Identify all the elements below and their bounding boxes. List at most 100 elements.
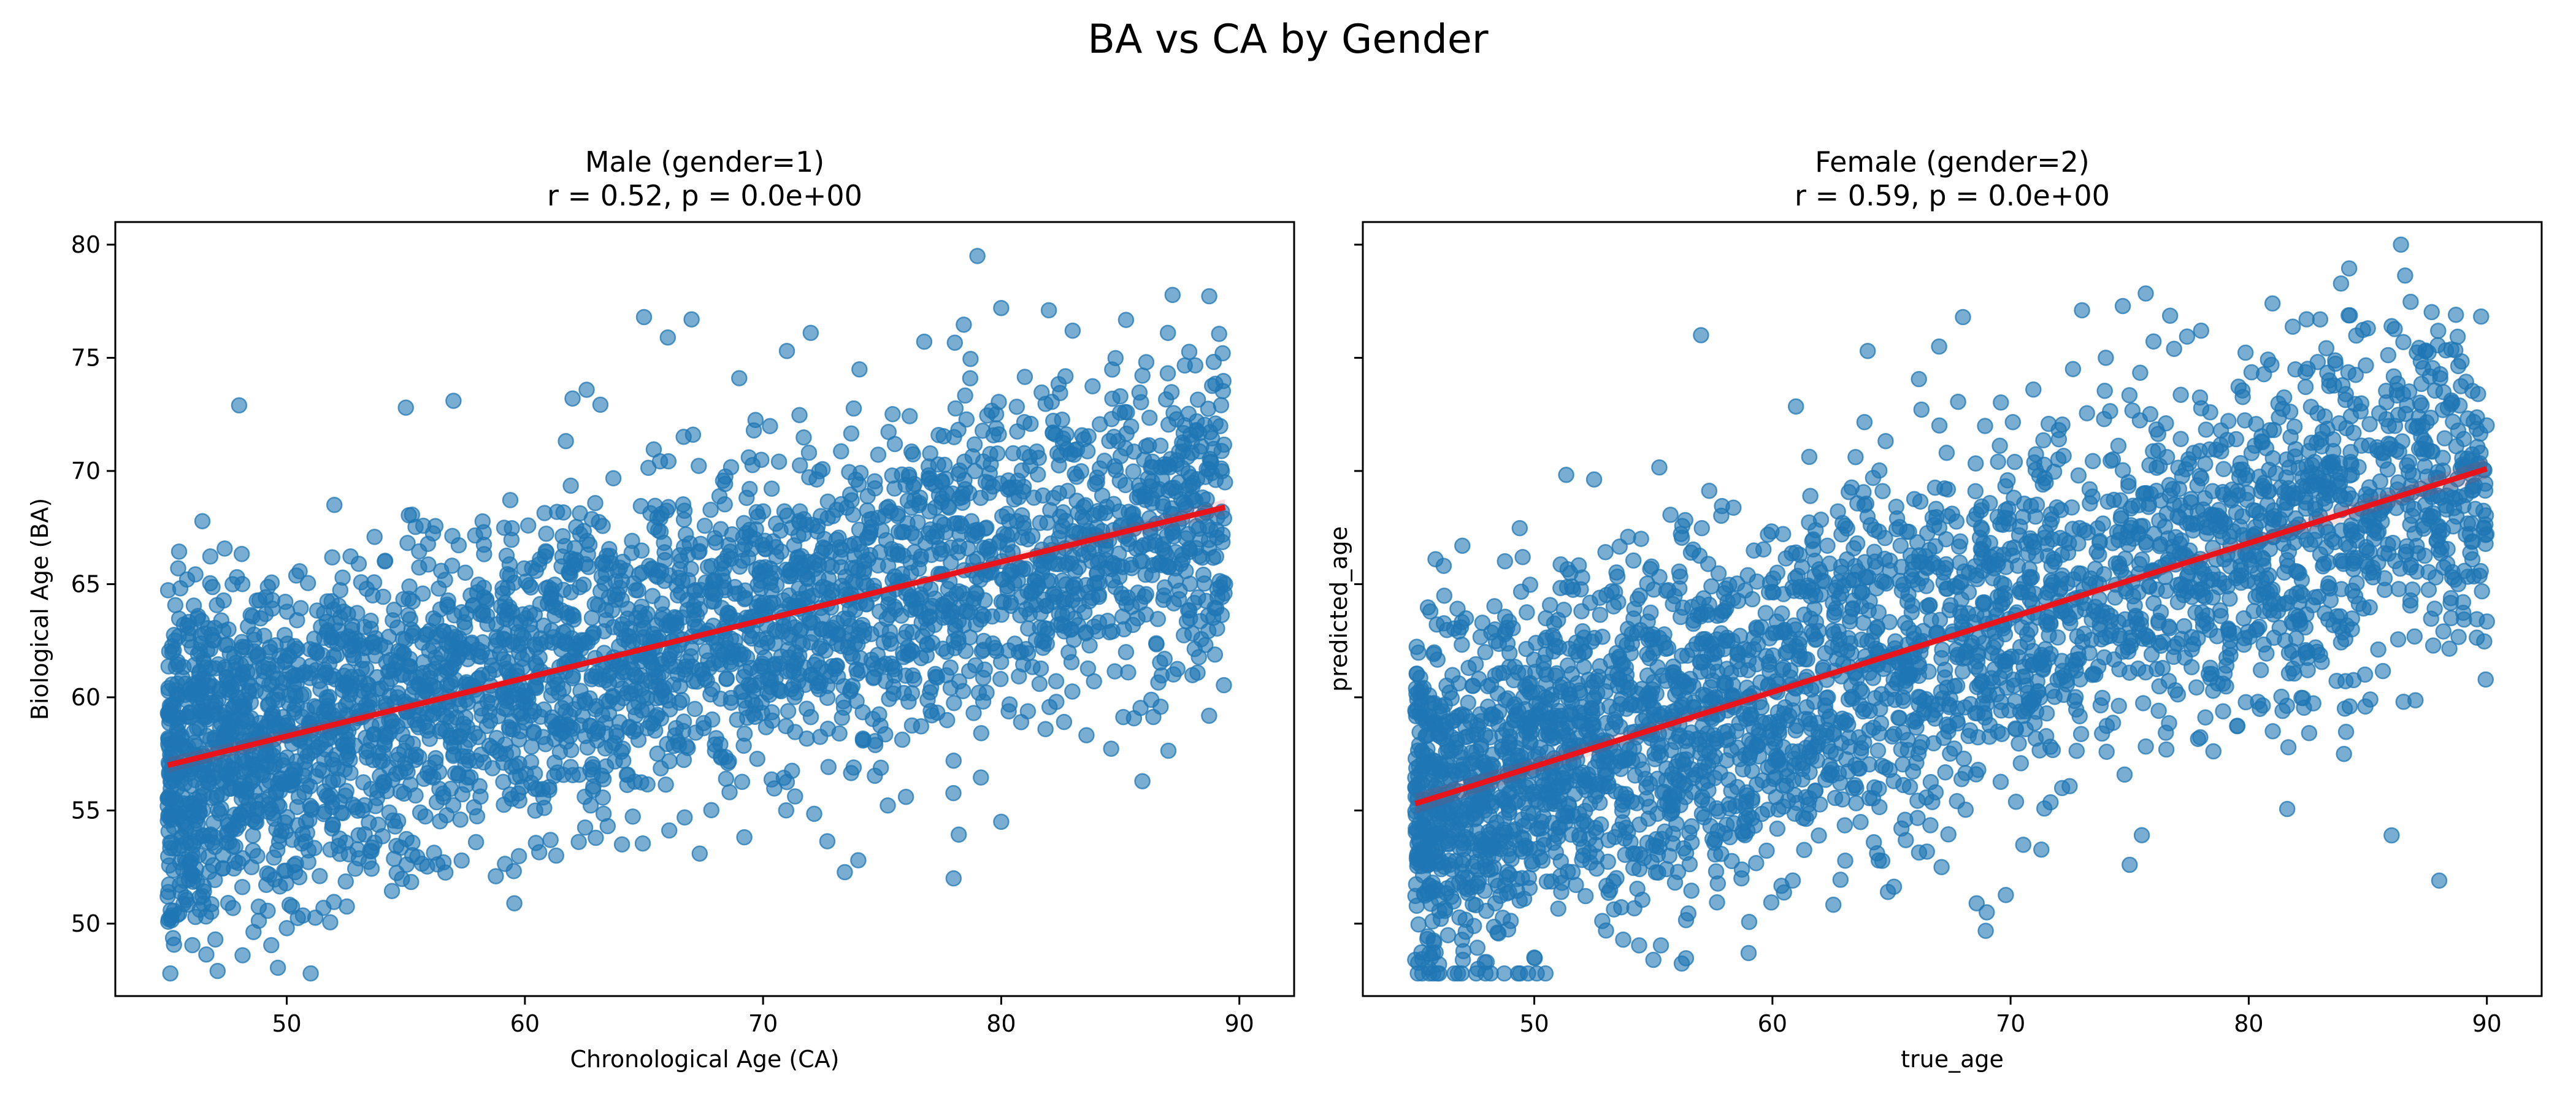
scatter-point (787, 724, 803, 740)
panel-title-male-line1: Male (gender=1) (585, 145, 824, 178)
scatter-point (688, 607, 705, 623)
scatter-point (443, 558, 461, 574)
scatter-point (877, 726, 894, 743)
scatter-point (621, 634, 637, 651)
scatter-point (986, 640, 1003, 656)
scatter-point (992, 670, 1009, 688)
scatter-point (2434, 450, 2451, 466)
scatter-point (543, 687, 560, 703)
scatter-point (1056, 713, 1073, 730)
scatter-point (946, 334, 964, 351)
scatter-point (375, 588, 391, 605)
scatter-point (1620, 529, 1636, 545)
scatter-point (780, 703, 797, 719)
scatter-point (800, 444, 818, 461)
scatter-point (447, 629, 464, 645)
scatter-point (770, 453, 788, 470)
scatter-point (562, 559, 579, 576)
scatter-point (1209, 589, 1226, 605)
scatter-point (330, 837, 347, 854)
scatter-point (884, 406, 901, 423)
scatter-point (240, 683, 258, 699)
scatter-point (763, 480, 780, 497)
scatter-point (774, 623, 791, 640)
scatter-point (275, 675, 291, 691)
scatter-point (763, 582, 780, 599)
scatter-point (172, 854, 188, 871)
scatter-point (867, 767, 883, 784)
scatter-point (583, 671, 600, 688)
scatter-point (647, 678, 664, 696)
scatter-point (791, 580, 807, 597)
scatter-point (707, 530, 723, 546)
scatter-point (213, 612, 230, 629)
scatter-point (445, 393, 462, 409)
scatter-point (668, 658, 684, 675)
x-tick-label: 70 (748, 1010, 778, 1037)
scatter-point (193, 635, 210, 652)
scatter-point (488, 868, 504, 884)
scatter-point (1152, 437, 1169, 454)
scatter-point (913, 603, 929, 620)
x-tick-label: 50 (272, 1010, 301, 1037)
scatter-point (1064, 322, 1081, 339)
scatter-point (919, 691, 936, 708)
scatter-point (938, 711, 956, 729)
scatter-point (349, 605, 366, 621)
scatter-point (571, 693, 588, 710)
scatter-point (1160, 742, 1177, 759)
scatter-point (1117, 312, 1135, 328)
scatter-point (768, 515, 784, 532)
scatter-point (1977, 418, 1993, 434)
scatter-point (502, 492, 519, 508)
scatter-point (1214, 526, 1231, 543)
scatter-point (989, 445, 1006, 462)
scatter-point (432, 813, 448, 830)
scatter-point (850, 627, 867, 643)
scatter-point (881, 691, 897, 707)
scatter-point (1486, 598, 1503, 615)
scatter-point (494, 580, 511, 597)
scatter-point (164, 930, 182, 946)
scatter-point (2025, 381, 2042, 398)
scatter-point (1215, 373, 1232, 389)
scatter-point (675, 539, 692, 556)
scatter-point (1869, 742, 1887, 759)
scatter-point (334, 569, 351, 586)
scatter-point (1149, 611, 1167, 627)
scatter-point (945, 784, 962, 802)
scatter-point (250, 899, 267, 915)
scatter-point (595, 805, 612, 822)
scatter-point (643, 561, 659, 578)
scatter-point (521, 616, 539, 633)
scatter-point (261, 643, 278, 661)
scatter-point (922, 445, 938, 462)
scatter-point (1154, 471, 1171, 488)
scatter-point (678, 738, 695, 754)
scatter-point (435, 854, 452, 871)
scatter-point (897, 789, 914, 805)
scatter-point (2166, 340, 2182, 358)
scatter-point (585, 626, 601, 642)
scatter-point (510, 644, 527, 661)
scatter-point (450, 537, 467, 554)
scatter-point (169, 686, 186, 703)
scatter-point (703, 558, 720, 574)
scatter-point (1117, 643, 1135, 661)
scatter-point (962, 350, 979, 367)
scatter-point (738, 489, 755, 507)
scatter-point (195, 651, 212, 668)
scatter-point (160, 736, 177, 753)
scatter-point (582, 761, 599, 778)
scatter-point (523, 579, 539, 596)
scatter-point (1175, 627, 1192, 644)
scatter-point (1514, 549, 1531, 565)
scatter-point (159, 888, 176, 905)
scatter-point (555, 581, 572, 598)
scatter-point (525, 725, 542, 742)
scatter-point (691, 458, 707, 474)
scatter-point (218, 827, 236, 843)
scatter-point (1022, 415, 1039, 432)
scatter-point (160, 658, 177, 675)
scatter-point (1874, 483, 1891, 499)
